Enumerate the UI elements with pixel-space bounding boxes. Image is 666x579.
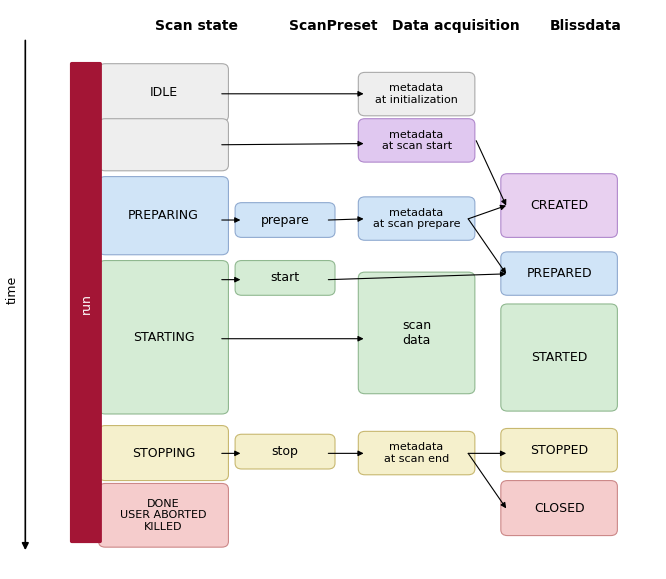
FancyBboxPatch shape (501, 304, 617, 411)
FancyBboxPatch shape (235, 261, 335, 295)
Text: STOPPED: STOPPED (530, 444, 588, 457)
Text: Scan state: Scan state (155, 19, 238, 33)
FancyBboxPatch shape (99, 483, 228, 547)
Text: run: run (79, 294, 93, 314)
Text: DONE
USER ABORTED
KILLED: DONE USER ABORTED KILLED (121, 499, 206, 532)
FancyBboxPatch shape (99, 177, 228, 255)
FancyBboxPatch shape (99, 64, 228, 122)
FancyBboxPatch shape (358, 272, 475, 394)
FancyBboxPatch shape (358, 197, 475, 240)
Text: stop: stop (272, 445, 298, 458)
Text: metadata
at scan start: metadata at scan start (382, 130, 452, 151)
Text: scan
data: scan data (402, 319, 431, 347)
FancyBboxPatch shape (358, 72, 475, 116)
Text: STOPPING: STOPPING (132, 446, 195, 460)
Text: PREPARING: PREPARING (128, 209, 199, 222)
Text: metadata
at initialization: metadata at initialization (375, 83, 458, 105)
Text: Data acquisition: Data acquisition (392, 19, 520, 33)
Text: IDLE: IDLE (149, 86, 178, 99)
FancyBboxPatch shape (99, 426, 228, 481)
FancyBboxPatch shape (358, 431, 475, 475)
FancyBboxPatch shape (501, 481, 617, 536)
Text: metadata
at scan prepare: metadata at scan prepare (373, 208, 460, 229)
Text: STARTED: STARTED (531, 351, 587, 364)
Text: CREATED: CREATED (530, 199, 588, 212)
Text: CLOSED: CLOSED (533, 501, 585, 515)
FancyBboxPatch shape (501, 428, 617, 472)
FancyBboxPatch shape (235, 434, 335, 469)
Text: Blissdata: Blissdata (550, 19, 622, 33)
FancyBboxPatch shape (99, 119, 228, 171)
Text: PREPARED: PREPARED (526, 267, 592, 280)
FancyBboxPatch shape (501, 174, 617, 237)
Text: time: time (5, 276, 19, 303)
Text: start: start (270, 272, 300, 284)
FancyBboxPatch shape (99, 261, 228, 414)
Text: STARTING: STARTING (133, 331, 194, 344)
Text: prepare: prepare (260, 214, 310, 226)
Text: ScanPreset: ScanPreset (288, 19, 378, 33)
FancyBboxPatch shape (70, 62, 102, 543)
FancyBboxPatch shape (235, 203, 335, 237)
FancyBboxPatch shape (501, 252, 617, 295)
Text: metadata
at scan end: metadata at scan end (384, 442, 449, 464)
FancyBboxPatch shape (358, 119, 475, 162)
